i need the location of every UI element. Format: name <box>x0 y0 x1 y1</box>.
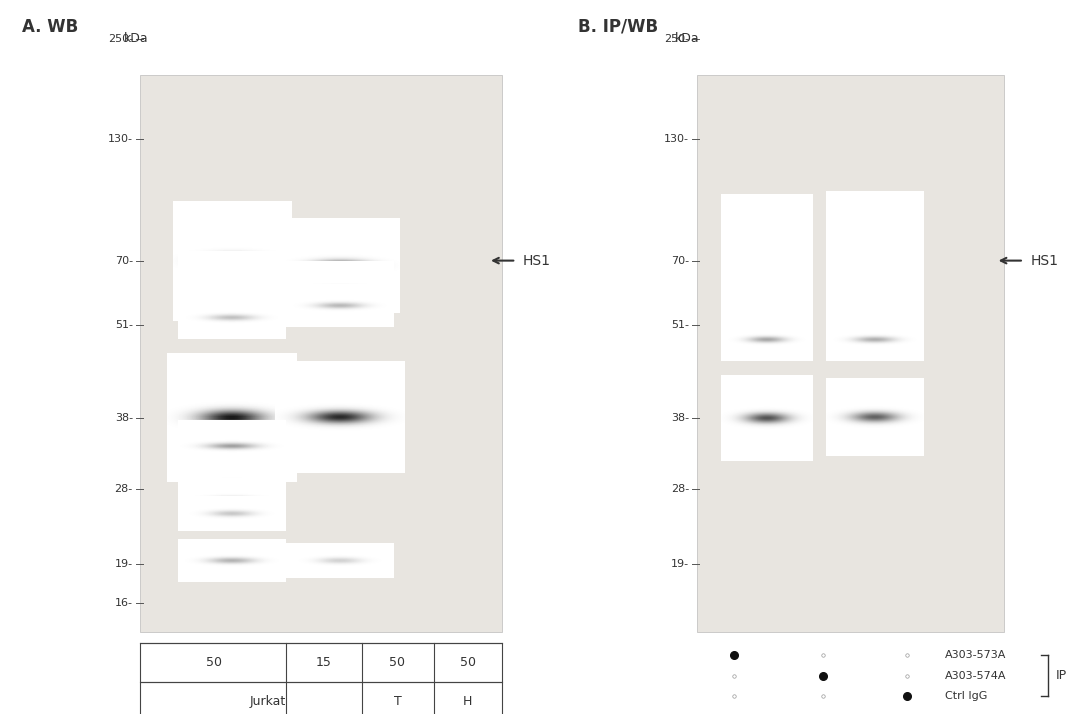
Text: 70-: 70- <box>114 256 133 266</box>
Text: Jurkat: Jurkat <box>249 695 286 708</box>
Text: 50: 50 <box>390 655 405 669</box>
Text: A. WB: A. WB <box>22 18 78 36</box>
Text: Ctrl IgG: Ctrl IgG <box>945 691 987 701</box>
Text: 16-: 16- <box>114 598 133 608</box>
Text: 28-: 28- <box>671 484 689 494</box>
Text: A303-573A: A303-573A <box>945 650 1007 660</box>
Text: 38-: 38- <box>671 413 689 423</box>
Text: H: H <box>463 695 472 708</box>
Text: 130-: 130- <box>108 134 133 144</box>
Text: 19-: 19- <box>671 559 689 569</box>
Text: A303-574A: A303-574A <box>945 671 1007 681</box>
Text: HS1: HS1 <box>523 253 551 268</box>
Text: kDa: kDa <box>675 32 700 45</box>
Text: 19-: 19- <box>114 559 133 569</box>
Bar <box>697 75 1004 632</box>
Text: 15: 15 <box>316 655 332 669</box>
Text: HS1: HS1 <box>1030 253 1058 268</box>
Text: kDa: kDa <box>124 32 149 45</box>
Text: 250-: 250- <box>664 34 689 44</box>
Text: 51-: 51- <box>671 320 689 330</box>
Text: 50: 50 <box>206 655 221 669</box>
Bar <box>140 75 502 632</box>
Text: IP: IP <box>1056 669 1067 683</box>
Text: 130-: 130- <box>664 134 689 144</box>
Text: 70-: 70- <box>671 256 689 266</box>
Text: 38-: 38- <box>114 413 133 423</box>
Text: 28-: 28- <box>114 484 133 494</box>
Text: 250-: 250- <box>108 34 133 44</box>
Text: 50: 50 <box>460 655 475 669</box>
Text: 51-: 51- <box>114 320 133 330</box>
Text: T: T <box>393 695 402 708</box>
Text: B. IP/WB: B. IP/WB <box>578 18 658 36</box>
